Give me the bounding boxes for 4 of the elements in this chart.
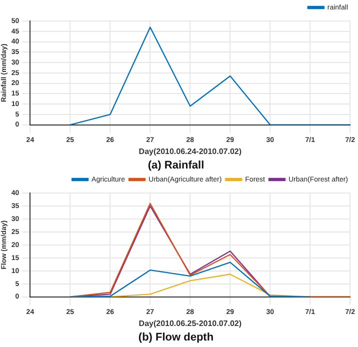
text: (a) Rainfall — [148, 159, 204, 172]
text: (b) Flow depth — [138, 331, 214, 344]
x-axis-title: Day(2010.06.25-2010.07.02) — [138, 319, 242, 328]
x-axis-title: Day(2010.06.24-2010.07.02) — [138, 147, 242, 156]
